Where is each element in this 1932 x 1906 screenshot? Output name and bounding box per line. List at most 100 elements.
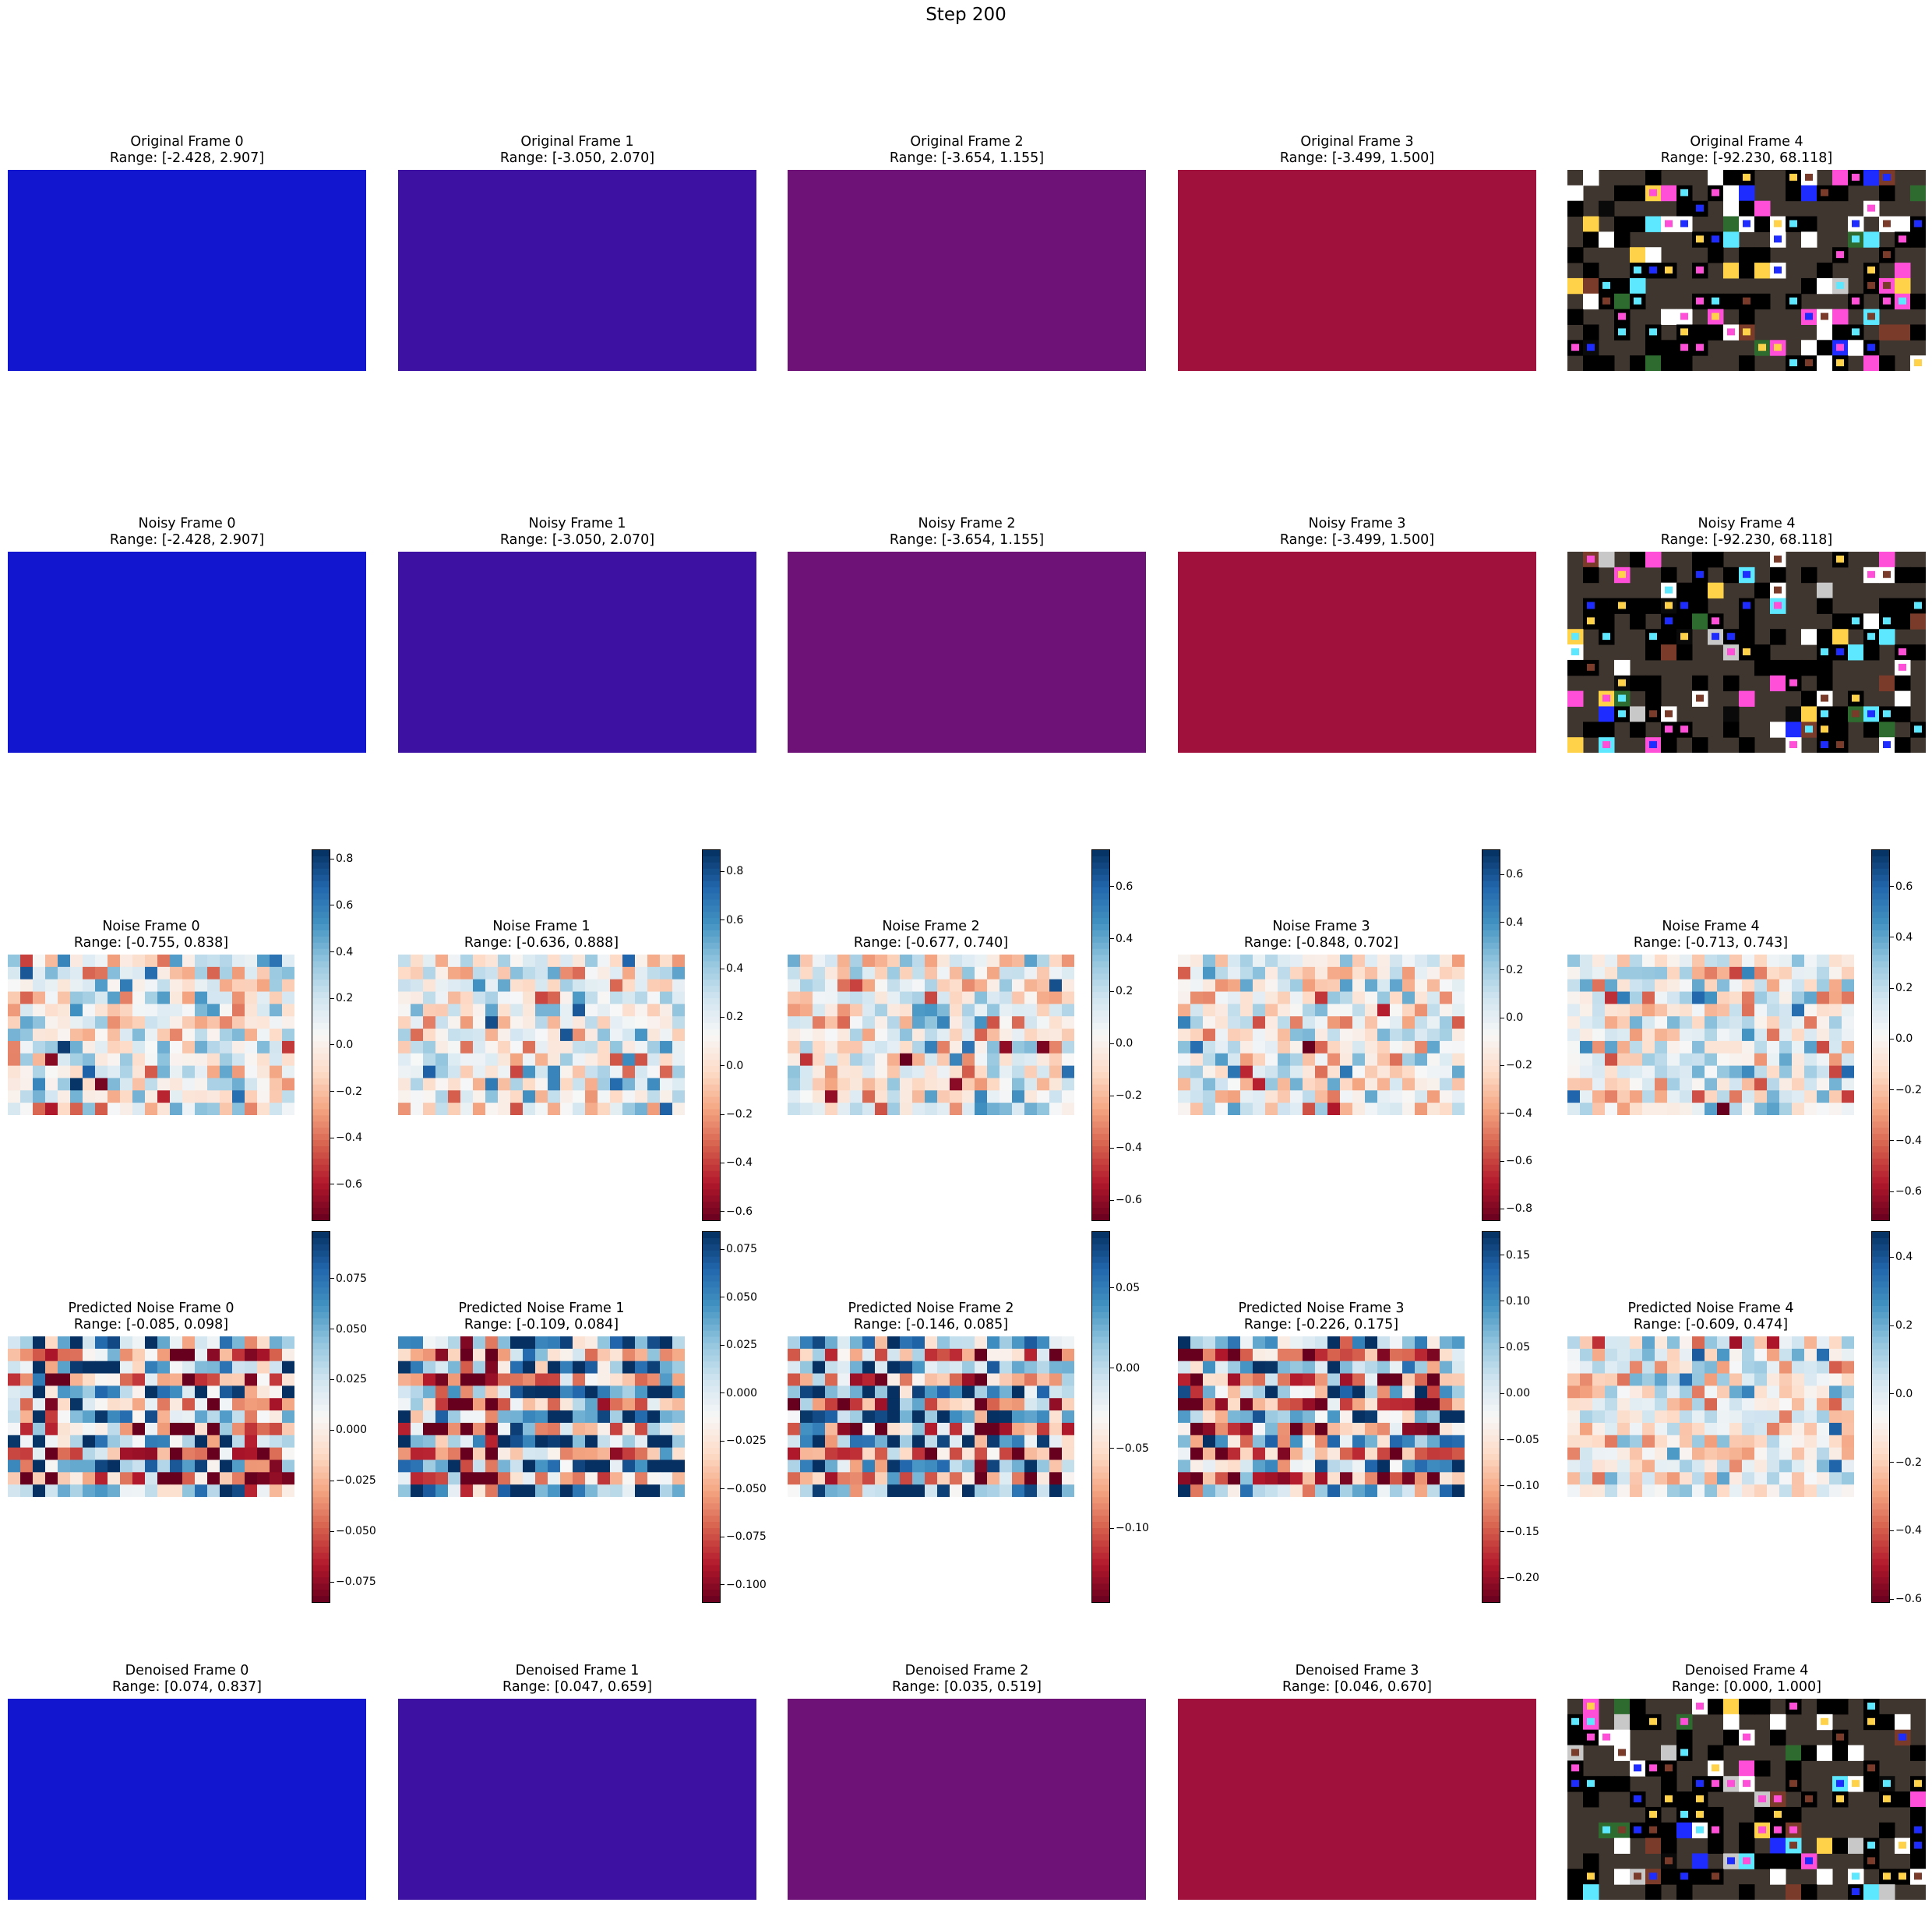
mosaic-tile bbox=[1739, 355, 1755, 371]
panel-range-label: Range: [0.074, 0.837] bbox=[112, 1679, 262, 1695]
heatmap-cell bbox=[1265, 1336, 1278, 1350]
heatmap-cell bbox=[837, 966, 851, 980]
colorbar-frame bbox=[1091, 849, 1110, 1221]
heatmap-cell bbox=[1427, 1090, 1440, 1103]
colorbar-segment bbox=[703, 1491, 720, 1498]
heatmap-cell bbox=[1253, 979, 1266, 992]
heatmap-cell bbox=[1452, 1103, 1465, 1115]
heatmap-cell bbox=[1617, 1040, 1631, 1054]
heatmap-cell bbox=[1340, 1336, 1353, 1350]
heatmap-cell bbox=[1729, 1422, 1743, 1436]
heatmap-cell bbox=[270, 1484, 283, 1497]
heatmap-cell bbox=[423, 1016, 436, 1029]
heatmap-cell bbox=[1062, 1435, 1074, 1449]
heatmap-cell bbox=[660, 1385, 673, 1399]
colorbar-segment bbox=[703, 1060, 720, 1067]
heatmap-cell bbox=[1365, 1040, 1378, 1054]
heatmap-cell bbox=[1024, 1373, 1038, 1386]
heatmap-cell bbox=[195, 1078, 208, 1091]
colorbar-segment bbox=[1872, 1546, 1889, 1554]
mosaic-tile bbox=[1739, 1822, 1755, 1839]
heatmap-cell bbox=[950, 1422, 963, 1436]
colorbar-segment bbox=[1482, 874, 1500, 882]
heatmap-cell bbox=[1452, 1090, 1465, 1103]
heatmap-cell bbox=[1680, 1398, 1693, 1411]
heatmap-cell bbox=[850, 1472, 863, 1485]
colorbar-segment bbox=[1872, 1484, 1889, 1492]
heatmap-cell bbox=[33, 1016, 46, 1029]
heatmap-cell bbox=[1024, 1004, 1038, 1017]
heatmap-cell bbox=[1630, 1422, 1643, 1436]
heatmap-cell bbox=[207, 1103, 220, 1115]
colorbar-segment bbox=[1872, 899, 1889, 906]
heatmap-cell bbox=[1024, 1016, 1038, 1029]
heatmap-cell bbox=[610, 1447, 623, 1460]
heatmap-cell bbox=[622, 1373, 636, 1386]
panel-title-text: Original Frame 2 bbox=[910, 134, 1024, 150]
heatmap-cell bbox=[473, 1472, 486, 1485]
mosaic-tile bbox=[1895, 1791, 1911, 1808]
mosaic-tile bbox=[1661, 1837, 1677, 1854]
heatmap-cell bbox=[282, 1447, 294, 1460]
colorbar-segment bbox=[703, 961, 720, 969]
colorbar-segment bbox=[312, 973, 330, 980]
heatmap-cell bbox=[1049, 1004, 1063, 1017]
heatmap-cell bbox=[925, 1447, 938, 1460]
heatmap-cell bbox=[647, 1029, 661, 1042]
heatmap-cell bbox=[95, 1447, 108, 1460]
heatmap-cell bbox=[1327, 1398, 1341, 1411]
heatmap-cell bbox=[1742, 1373, 1755, 1386]
heatmap-cell bbox=[647, 966, 661, 980]
colorbar-segment bbox=[1092, 1497, 1109, 1504]
mosaic-tile bbox=[1832, 185, 1849, 202]
heatmap-cell bbox=[182, 1004, 196, 1017]
heatmap-cell bbox=[1352, 1348, 1366, 1362]
heatmap-cell bbox=[1203, 1361, 1216, 1374]
heatmap-cell bbox=[460, 955, 474, 968]
heatmap-cell bbox=[460, 1361, 474, 1374]
heatmap-cell bbox=[245, 1472, 258, 1485]
mosaic-tile bbox=[1676, 1729, 1693, 1746]
heatmap-cell bbox=[132, 1103, 146, 1115]
heatmap-cell bbox=[1278, 1348, 1291, 1362]
heatmap-cell bbox=[58, 1361, 71, 1374]
heatmap-cell bbox=[485, 1016, 499, 1029]
colorbar-segment bbox=[1092, 1374, 1109, 1381]
heatmap-cell bbox=[1617, 1361, 1631, 1374]
heatmap-cell bbox=[195, 1484, 208, 1497]
heatmap-cell bbox=[1804, 1435, 1817, 1449]
heatmap-cell bbox=[585, 1040, 598, 1054]
heatmap-cell bbox=[398, 1090, 411, 1103]
colorbar-segment bbox=[1872, 1256, 1889, 1264]
colorbar bbox=[702, 1231, 721, 1603]
heatmap-cell bbox=[660, 1053, 673, 1067]
heatmap-cell bbox=[1352, 1078, 1366, 1091]
heatmap-cell bbox=[1680, 1016, 1693, 1029]
heatmap-cell bbox=[498, 1472, 511, 1485]
heatmap-cell bbox=[622, 1065, 636, 1078]
colorbar-frame bbox=[312, 1231, 330, 1603]
heatmap-cell bbox=[1415, 1078, 1428, 1091]
heatmap-cell bbox=[1365, 1103, 1378, 1115]
heatmap-cell bbox=[1842, 1484, 1854, 1497]
heatmap-cell bbox=[962, 1053, 975, 1067]
heatmap-cell bbox=[837, 1398, 851, 1411]
heatmap-cell bbox=[58, 1040, 71, 1054]
heatmap-cell bbox=[1315, 1040, 1328, 1054]
colorbar bbox=[312, 1231, 330, 1603]
colorbar-segment bbox=[703, 1590, 720, 1597]
heatmap-cell bbox=[598, 1484, 611, 1497]
heatmap-cell bbox=[157, 1090, 171, 1103]
mosaic-tile bbox=[1801, 340, 1817, 356]
heatmap-cell bbox=[120, 1398, 133, 1411]
heatmap-cell bbox=[962, 955, 975, 968]
heatmap-cell bbox=[837, 979, 851, 992]
mosaic-tile bbox=[1723, 293, 1740, 310]
heatmap-cell bbox=[448, 1435, 461, 1449]
heatmap-cell bbox=[975, 1103, 988, 1115]
heatmap-cell bbox=[1049, 955, 1063, 968]
heatmap-cell bbox=[1717, 979, 1730, 992]
heatmap-cell bbox=[257, 1472, 270, 1485]
heatmap-cell bbox=[912, 1385, 925, 1399]
heatmap-cell bbox=[635, 1447, 648, 1460]
